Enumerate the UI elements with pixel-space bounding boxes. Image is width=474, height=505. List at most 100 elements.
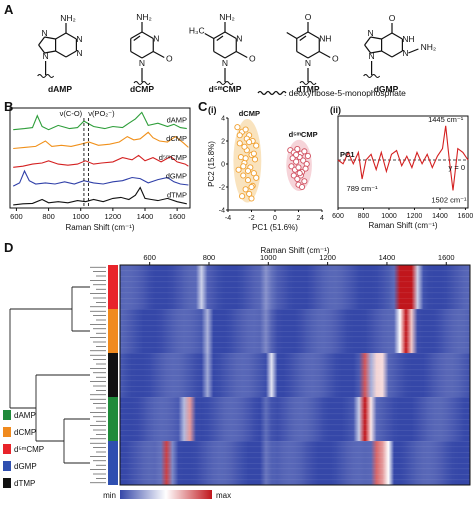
ring-bond: [65, 50, 77, 58]
heatmap-row-line: [120, 364, 470, 365]
amine-label: NH₂: [219, 12, 235, 22]
y-axis-label: PC2 (15.8%): [207, 141, 216, 187]
y-tick-label-4: 4: [221, 116, 225, 123]
molecule-name-4: dGMP: [374, 84, 399, 94]
y-tick-label-1: -2: [219, 185, 225, 192]
panel-a-letter: A: [4, 2, 14, 17]
heatmap-row-line: [120, 468, 470, 470]
ring-bond: [38, 36, 46, 46]
scatter-point: [253, 142, 260, 149]
heatmap-row-line: [120, 347, 470, 349]
x-tick-label-3: 1200: [319, 253, 336, 262]
scatter-point: [294, 175, 301, 182]
molecule-name-0: dAMP: [48, 84, 72, 94]
atom-n9: N: [369, 51, 375, 61]
panel-b-letter: B: [4, 99, 13, 114]
scatter-point: [246, 190, 253, 197]
heatmap-band-0: [120, 265, 470, 309]
legend-label-0: dAMP: [14, 411, 36, 420]
heatmap-row-line: [120, 386, 470, 387]
scatter-point: [304, 152, 311, 159]
scatter-point: [289, 155, 296, 162]
ring-bond: [307, 31, 320, 40]
x-axis-label: Raman Shift (cm⁻¹): [368, 221, 437, 230]
scatter-point: [236, 140, 243, 147]
ring-bond: [224, 50, 237, 59]
spectrum-label-2: d⁵ᵐCMP: [159, 153, 187, 162]
x-tick-label-2: 1000: [381, 213, 397, 220]
heatmap-row-line: [120, 463, 470, 464]
atom-n1: N: [305, 58, 311, 68]
atom-n3: N: [76, 48, 82, 58]
atom-o: O: [332, 54, 339, 64]
ring-bond: [296, 31, 309, 40]
spectrum-line-0: [13, 111, 187, 131]
heatmap-band-4: [120, 441, 470, 485]
scatter-point: [250, 150, 257, 157]
heatmap-band-3: [120, 397, 470, 441]
heatmap-band-1: [120, 309, 470, 353]
wavy-bond-icon: [133, 80, 151, 86]
legend-swatch-0: [3, 410, 11, 420]
scatter-point: [236, 132, 243, 139]
spectrum-label-1: dCMP: [166, 134, 187, 143]
amine-bond: [408, 48, 419, 54]
y-tick-label-3: 2: [221, 139, 225, 146]
scatter-point: [234, 124, 241, 131]
atom-n7: N: [42, 28, 48, 38]
legend-label-2: d⁵ᵐCMP: [14, 445, 44, 454]
x-axis-label: Raman Shift (cm⁻¹): [260, 246, 329, 255]
scatter-point: [293, 151, 300, 158]
x-tick-label-5: 1600: [438, 253, 455, 262]
heatmap-row-line: [120, 298, 470, 299]
methyl-label: H₃C: [189, 26, 205, 36]
atom-n9: N: [43, 51, 49, 61]
spectrum-line-3: [12, 169, 189, 187]
heatmap-row-line: [120, 336, 470, 338]
atom-o: O: [305, 12, 312, 22]
heatmap-row-line: [120, 287, 470, 288]
x-tick-label-1: 800: [203, 253, 216, 262]
pc1-line: [337, 125, 469, 191]
panel-c-letter: C: [198, 99, 208, 114]
ring-bond: [364, 44, 372, 54]
ring-bond: [381, 50, 393, 58]
heatmap-row-line: [120, 457, 470, 459]
ring-bond: [55, 50, 67, 58]
y-tick-label-0: -4: [219, 208, 225, 215]
double-bond: [216, 35, 224, 41]
ring-bond: [44, 50, 56, 54]
atom-o: O: [389, 13, 396, 23]
panel-a-legend-text: : deoxyribose-5-monophosphate: [284, 88, 406, 98]
heatmap-row-line: [120, 292, 470, 294]
x-tick-label-4: 1400: [137, 212, 154, 221]
ring-bond: [213, 31, 226, 40]
scatter-point: [240, 172, 247, 179]
wavy-bond-icon: [257, 90, 287, 96]
atom-h: H: [408, 34, 414, 44]
heatmap-row-line: [120, 380, 470, 382]
atom-n1: N: [402, 34, 408, 44]
spectrum-line-4: [13, 186, 187, 206]
panel-cii-label: (ii): [330, 105, 341, 115]
plot-frame: [337, 115, 469, 209]
wavy-bond-icon: [299, 80, 317, 86]
amine-label: NH₂: [136, 12, 152, 22]
atom-n3: N: [319, 34, 325, 44]
annotation-label-1: ν(PO₂⁻): [88, 109, 115, 118]
x-tick-label-1: -2: [248, 215, 254, 222]
x-tick-label-3: 1200: [105, 212, 122, 221]
scatter-point: [301, 178, 308, 185]
ring-bond: [38, 44, 46, 54]
x-tick-label-3: 1200: [407, 213, 423, 220]
cluster-label-0: dCMP: [239, 109, 260, 118]
heatmap-row-line: [120, 452, 470, 453]
heatmap-row-line: [120, 391, 470, 393]
atom-n3: N: [236, 34, 242, 44]
scatter-point: [248, 183, 255, 191]
group-color-bar-4: [108, 441, 118, 485]
heatmap-row-line: [120, 474, 470, 475]
heatmap-row-line: [120, 353, 470, 354]
